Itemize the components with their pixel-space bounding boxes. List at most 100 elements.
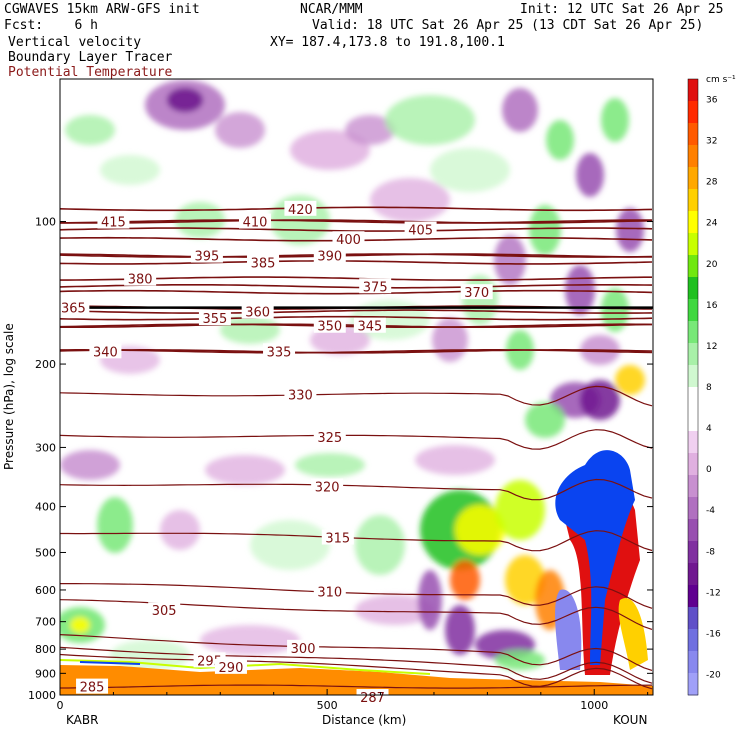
colorbar-units: cm s⁻¹ xyxy=(706,75,736,85)
theta-label-bg xyxy=(238,213,271,229)
theta-contour xyxy=(60,289,653,295)
colorbar-swatch xyxy=(688,365,698,388)
theta-contour xyxy=(60,478,653,501)
colorbar-swatch xyxy=(688,607,698,630)
theta-label: 340 xyxy=(93,345,118,360)
theta-contour xyxy=(60,653,653,690)
theta-label: 345 xyxy=(357,320,382,335)
theta-label: 300 xyxy=(291,642,316,657)
theta-label: 405 xyxy=(408,224,433,239)
theta-contour xyxy=(60,206,653,212)
field-vertical-velocity: Vertical velocity xyxy=(8,35,142,50)
theta-label-bg xyxy=(89,343,122,359)
theta-label-bg xyxy=(148,602,181,618)
theta-label: 380 xyxy=(128,273,153,288)
colorbar-swatch xyxy=(688,519,698,542)
theta-label-bg xyxy=(313,247,346,263)
colorbar-swatch xyxy=(688,189,698,212)
theta-label-bg xyxy=(313,317,346,333)
theta-contour xyxy=(60,219,653,224)
theta-label-bg xyxy=(241,303,274,319)
theta-label-bg xyxy=(57,299,90,315)
colorbar-swatch xyxy=(688,79,698,102)
x-end-station: KOUN xyxy=(613,713,648,727)
colorbar-swatch xyxy=(688,651,698,674)
theta-label: 290 xyxy=(219,661,244,676)
colorbar-label: -8 xyxy=(706,547,715,557)
colorbar: cm s⁻¹ 36 32 28 24 20 16 12 8 4 0 -4 -8 -12 -16 -20 xyxy=(687,75,736,696)
x-axis-label: Distance (km) xyxy=(322,713,407,727)
theta-label-bg xyxy=(284,200,317,216)
x-tick-label: 0 xyxy=(57,699,64,712)
colorbar-swatch xyxy=(688,101,698,124)
x-tick-label: 1000 xyxy=(580,699,608,712)
colorbar-swatch xyxy=(688,387,698,410)
theta-label-bg xyxy=(190,247,223,263)
theta-label: 415 xyxy=(101,216,126,231)
colorbar-label: -4 xyxy=(706,506,715,516)
theta-label-bg xyxy=(353,317,386,333)
colorbar-swatch xyxy=(688,167,698,190)
theta-contour xyxy=(60,276,652,281)
theta-label: 287 xyxy=(360,691,385,706)
x-start-station: KABR xyxy=(66,713,99,727)
colorbar-swatch xyxy=(688,629,698,652)
xy-range: XY= 187.4,173.8 to 191.8,100.1 xyxy=(270,35,505,50)
colorbar-swatch xyxy=(688,211,698,234)
colorbar-label: 24 xyxy=(706,219,718,229)
x-axis: 0 500 1000 xyxy=(57,689,649,712)
colorbar-label: 36 xyxy=(706,96,718,106)
theta-label: 310 xyxy=(317,586,342,601)
field-potential-temperature: Potential Temperature xyxy=(8,65,173,80)
theta-label: 305 xyxy=(152,604,177,619)
y-axis: 100 200 300 400 500 600 700 800 900 1000 xyxy=(28,216,653,702)
vertical-velocity-field xyxy=(60,79,653,695)
theta-label-bg xyxy=(198,310,231,326)
center-title: NCAR/MMM xyxy=(300,2,363,17)
theta-label: 410 xyxy=(243,216,268,231)
plot-frame xyxy=(59,78,654,696)
colorbar-swatch xyxy=(688,233,698,256)
theta-label: 390 xyxy=(317,250,342,265)
theta-label: 335 xyxy=(267,345,292,360)
colorbar-swatch xyxy=(688,145,698,168)
colorbar-swatch xyxy=(688,497,698,520)
init-time: Init: 12 UTC Sat 26 Apr 25 xyxy=(520,2,724,17)
theta-label: 355 xyxy=(203,312,228,327)
theta-label-bg xyxy=(313,583,346,599)
forecast-hour: Fcst: 6 h xyxy=(4,18,98,33)
colorbar-label: -12 xyxy=(706,588,721,598)
theta-label: 325 xyxy=(317,431,342,446)
theta-label-bg xyxy=(124,270,157,286)
colorbar-label: -20 xyxy=(706,670,721,680)
colorbar-label: 4 xyxy=(706,424,712,434)
theta-contour xyxy=(60,583,653,609)
theta-contour xyxy=(60,530,653,552)
theta-label: 285 xyxy=(80,681,105,696)
colorbar-label: 32 xyxy=(706,137,717,147)
colorbar-swatch xyxy=(688,475,698,498)
theta-contour xyxy=(60,309,653,314)
theta-label: 365 xyxy=(61,302,86,317)
theta-label: 360 xyxy=(245,306,270,321)
theta-contour xyxy=(60,385,653,407)
theta-label-bg xyxy=(284,386,317,402)
colorbar-swatch xyxy=(688,277,698,300)
theta-label-bg xyxy=(332,231,365,247)
theta-contour xyxy=(60,429,653,450)
theta-label-bg xyxy=(460,284,493,300)
colorbar-swatch xyxy=(688,255,698,278)
theta-label-bg xyxy=(359,278,392,294)
theta-contour xyxy=(60,349,653,354)
colorbar-swatch xyxy=(688,123,698,146)
colorbar-label: 12 xyxy=(706,342,717,352)
y-tick-label: 800 xyxy=(35,643,56,656)
theta-contour xyxy=(60,219,652,224)
y-tick-label: 600 xyxy=(35,584,56,597)
theta-contour xyxy=(60,253,653,258)
theta-label: 420 xyxy=(288,203,313,218)
theta-contour xyxy=(60,227,653,232)
colorbar-label: 0 xyxy=(706,465,712,475)
theta-label: 395 xyxy=(195,250,220,265)
